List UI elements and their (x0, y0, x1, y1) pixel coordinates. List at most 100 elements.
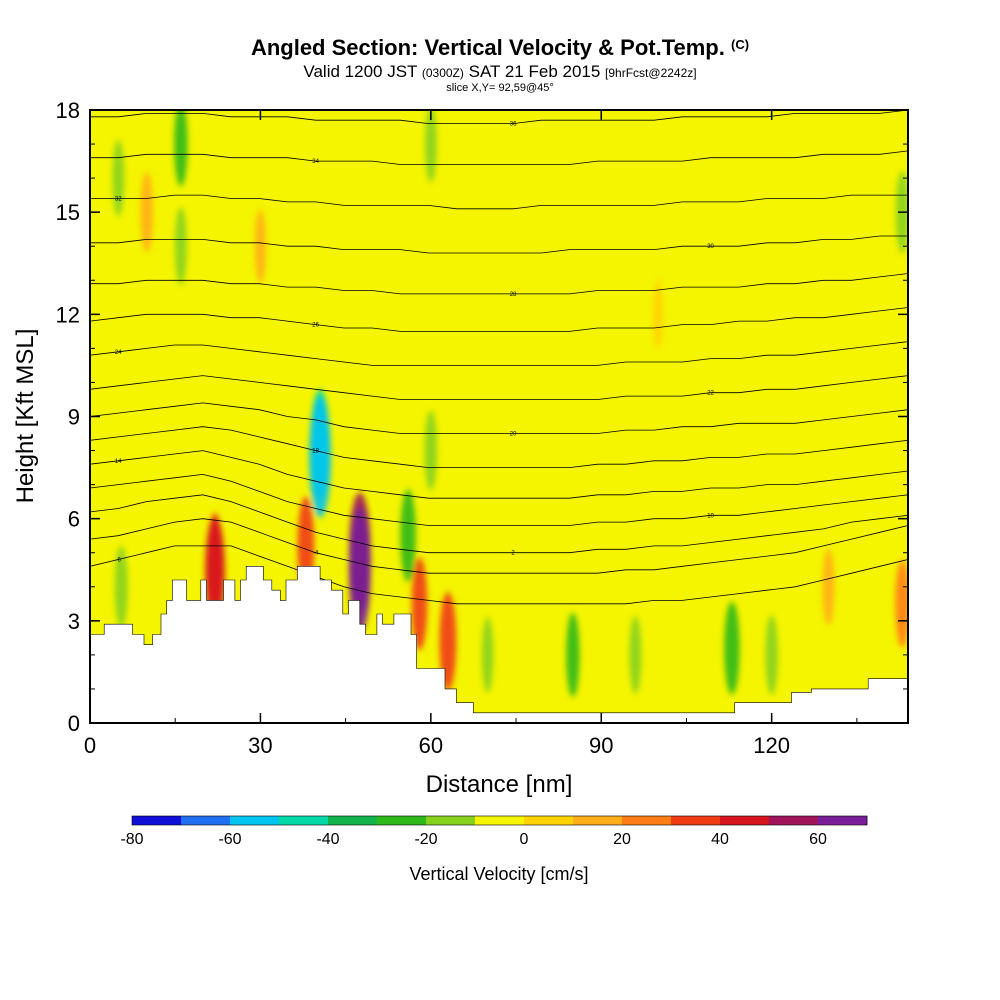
velocity-feature-13 (309, 397, 331, 518)
isentrope-label-11: 30 (707, 244, 714, 250)
colorbar-tick-label-1: -60 (218, 831, 241, 848)
y-tick-label-2: 6 (68, 507, 80, 532)
y-tick-label-6: 18 (56, 98, 80, 123)
x-axis-label: Distance [nm] (426, 771, 573, 798)
x-tick-label-0: 0 (84, 733, 96, 758)
colorbar: -80 -60 -40 -20 0 20 40 60 (120, 815, 868, 848)
isentrope-label-13: 34 (312, 159, 319, 165)
terrain-profile (90, 566, 908, 723)
isentrope-label-1: -4 (313, 551, 319, 557)
colorbar-label: Vertical Velocity [cm/s] (409, 864, 588, 884)
velocity-feature-23 (765, 614, 778, 695)
valid-time-line: Valid 1200 JST (0300Z) SAT 21 Feb 2015 [… (0, 63, 1000, 82)
velocity-feature-8 (254, 209, 266, 283)
velocity-feature-14 (174, 110, 188, 187)
x-tick-label-3: 90 (589, 733, 613, 758)
isentrope-label-12: 32 (115, 197, 122, 203)
colorbar-frame (131, 815, 868, 826)
y-tick-label-5: 15 (56, 200, 80, 225)
isentrope-6 (90, 402, 908, 434)
colorbar-swatch-11 (671, 816, 721, 825)
isentrope-8 (90, 341, 908, 366)
isentrope-2 (90, 494, 908, 554)
colorbar-tick-label-6: 40 (711, 831, 729, 848)
isentrope-label-4: 14 (115, 459, 122, 465)
isentrope-11 (90, 235, 908, 254)
slice-info: slice X,Y= 92,59@45° (446, 82, 554, 94)
y-tick-label-0: 0 (68, 711, 80, 736)
forecast-info: [9hrFcst@2242z] (605, 66, 697, 80)
isentrope-label-6: 20 (510, 432, 517, 438)
colorbar-swatch-9 (573, 816, 623, 825)
isentrope-label-5: 18 (312, 449, 319, 455)
colorbar-tick-label-7: 60 (809, 831, 827, 848)
y-axis-label: Height [Kft MSL] (12, 329, 39, 504)
colorbar-swatch-10 (622, 816, 672, 825)
velocity-feature-9 (653, 279, 664, 349)
velocity-feature-5 (411, 557, 428, 651)
colorbar-swatch-6 (426, 816, 476, 825)
colorbar-swatch-7 (475, 816, 525, 825)
colorbar-swatch-13 (769, 816, 819, 825)
valid-time-prefix: Valid 1200 JST (303, 62, 418, 81)
colorbar-swatch-12 (720, 816, 770, 825)
y-tick-label-3: 9 (68, 405, 80, 430)
velocity-feature-19 (481, 617, 494, 693)
colorbar-swatch-4 (328, 816, 378, 825)
velocity-feature-18 (400, 489, 416, 583)
isentrope-0 (90, 545, 908, 605)
isentrope-label-0: -6 (116, 558, 122, 564)
chart-title: Angled Section: Vertical Velocity & Pot.… (0, 36, 1000, 63)
velocity-feature-21 (629, 616, 642, 694)
colorbar-swatch-14 (818, 816, 868, 825)
isentrope-label-14: 36 (510, 122, 517, 128)
valid-time-utc: (0300Z) (421, 66, 464, 80)
y-tick-label-1: 3 (68, 609, 80, 634)
isentrope-10 (90, 273, 908, 295)
isentrope-7 (90, 375, 908, 400)
colorbar-tick-label-2: -40 (316, 831, 339, 848)
velocity-feature-20 (566, 612, 580, 697)
isentrope-label-7: 22 (707, 391, 714, 397)
isentrope-contours: -6 -4 2 10 14 18 20 22 24 26 28 30 32 34 36 (90, 110, 908, 605)
velocity-feature-6 (439, 592, 457, 691)
colorbar-swatch-3 (279, 816, 329, 825)
x-tick-label-1: 30 (248, 733, 272, 758)
isentrope-label-10: 28 (510, 292, 517, 298)
isentrope-3 (90, 473, 908, 526)
velocity-field (112, 110, 908, 697)
chart-title-unit: (C) (731, 37, 750, 52)
isentrope-label-2: 2 (511, 551, 515, 557)
colorbar-tick-label-0: -80 (120, 831, 143, 848)
x-tick-label-4: 120 (753, 733, 790, 758)
velocity-feature-15 (174, 207, 187, 286)
colorbar-tick-label-5: 20 (613, 831, 631, 848)
velocity-feature-10 (822, 548, 835, 626)
chart-title-main: Angled Section: Vertical Velocity & Pot.… (250, 35, 725, 60)
colorbar-swatch-2 (230, 816, 280, 825)
colorbar-tick-label-3: -20 (414, 831, 437, 848)
isentrope-12 (90, 194, 908, 210)
velocity-feature-group (112, 110, 908, 697)
velocity-feature-17 (424, 410, 438, 491)
velocity-feature-22 (724, 601, 740, 695)
terrain (90, 566, 908, 723)
valid-time-date: SAT 21 Feb 2015 (468, 62, 601, 81)
isentrope-1 (90, 518, 908, 574)
isentrope-13 (90, 150, 908, 165)
y-tick-label-4: 12 (56, 302, 80, 327)
x-tick-label-2: 60 (419, 733, 443, 758)
velocity-feature-7 (140, 172, 154, 253)
isentrope-4 (90, 450, 908, 499)
colorbar-swatch-5 (377, 816, 427, 825)
isentrope-9 (90, 307, 908, 332)
colorbar-swatch-1 (181, 816, 231, 825)
colorbar-tick-label-4: 0 (520, 831, 529, 848)
velocity-feature-11 (895, 560, 908, 648)
velocity-feature-24 (114, 545, 128, 628)
colorbar-swatch-8 (524, 816, 574, 825)
isentrope-label-3: 10 (707, 513, 714, 519)
isentrope-label-8: 24 (115, 350, 122, 356)
